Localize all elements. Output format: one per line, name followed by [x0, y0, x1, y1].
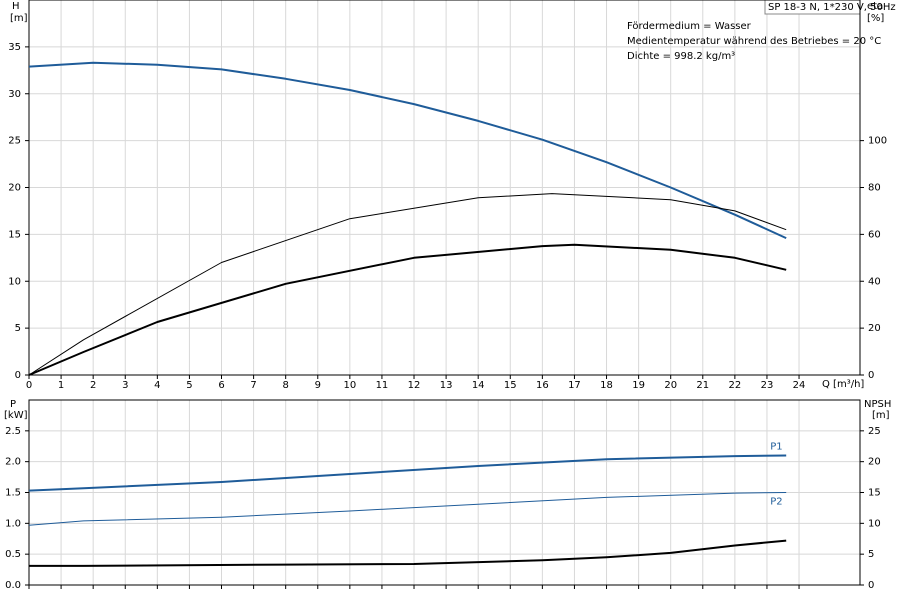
y-tick-label: 0 [15, 370, 21, 381]
y-tick-label: 15 [8, 229, 21, 240]
y2-tick-label: 15 [868, 488, 881, 499]
y-axis-label: H [12, 1, 20, 12]
x-tick-label: 20 [664, 380, 677, 391]
y-tick-label: 5 [15, 323, 21, 334]
x-tick-label: 16 [536, 380, 549, 391]
x-tick-label: 1 [58, 380, 64, 391]
y2-tick-label: 10 [868, 518, 881, 529]
x-tick-label: 11 [376, 380, 389, 391]
y2-tick-label: 60 [868, 229, 881, 240]
x-tick-label: 19 [632, 380, 645, 391]
x-tick-label: 23 [761, 380, 774, 391]
series-line [28, 193, 787, 376]
x-tick-label: 8 [282, 380, 288, 391]
y2-tick-label: 25 [868, 426, 881, 437]
y2-tick-label: 80 [868, 183, 881, 194]
y-tick-label: 2.0 [5, 457, 21, 468]
series-line [28, 492, 787, 526]
y-tick-label: 25 [8, 136, 21, 147]
series-line [28, 61, 787, 240]
info-line: Medientemperatur während des Betriebes =… [627, 36, 881, 47]
y2-axis-unit: [%] [867, 13, 884, 24]
x-tick-label: 12 [408, 380, 421, 391]
y-tick-label: 20 [8, 183, 21, 194]
x-tick-label: 13 [440, 380, 453, 391]
y2-tick-label: 100 [868, 136, 887, 147]
y-tick-label: 1.5 [5, 488, 21, 499]
y2-tick-label: 0 [868, 580, 874, 591]
series-line [28, 454, 787, 492]
x-tick-label: 18 [600, 380, 613, 391]
y-axis-unit: [kW] [4, 410, 28, 421]
x-tick-label: 22 [729, 380, 742, 391]
y2-tick-label: 40 [868, 276, 881, 287]
y-axis-label: P [10, 399, 16, 410]
series-line [29, 539, 787, 567]
x-tick-label: 4 [154, 380, 160, 391]
x-axis-label: Q [m³/h] [822, 379, 864, 390]
info-line: Fördermedium = Wasser [627, 21, 752, 32]
y2-tick-label: 20 [868, 323, 881, 334]
plot-frame [28, 399, 861, 586]
series-label: P2 [770, 497, 782, 508]
series-label: P1 [770, 442, 782, 453]
series-line [28, 243, 787, 376]
x-tick-label: 7 [250, 380, 256, 391]
y2-axis-label: NPSH [864, 399, 891, 410]
x-tick-label: 0 [26, 380, 32, 391]
y2-tick-label: 5 [868, 549, 874, 560]
x-tick-label: 2 [90, 380, 96, 391]
x-tick-label: 6 [218, 380, 224, 391]
x-tick-label: 21 [696, 380, 709, 391]
y-tick-label: 10 [8, 276, 21, 287]
y-tick-label: 1.0 [5, 518, 21, 529]
x-tick-label: 15 [504, 380, 517, 391]
y2-axis-unit: [m] [872, 410, 890, 421]
y2-tick-label: 0 [868, 370, 874, 381]
x-tick-label: 24 [793, 380, 806, 391]
x-tick-label: 3 [122, 380, 128, 391]
y-tick-label: 35 [8, 42, 21, 53]
x-tick-label: 17 [568, 380, 581, 391]
y-tick-label: 30 [8, 89, 21, 100]
info-line: Dichte = 998.2 kg/m³ [627, 51, 735, 62]
y2-axis-label: eta [867, 1, 883, 12]
x-tick-label: 14 [472, 380, 485, 391]
y2-tick-label: 20 [868, 457, 881, 468]
x-tick-label: 10 [343, 380, 356, 391]
x-tick-label: 5 [186, 380, 192, 391]
y-tick-label: 2.5 [5, 426, 21, 437]
model-label: SP 18-3 N, 1*230 V, 50Hz [768, 2, 896, 13]
plot-frame [28, 0, 861, 376]
y-axis-unit: [m] [10, 13, 28, 24]
y-tick-label: 0.0 [5, 580, 21, 591]
y-tick-label: 0.5 [5, 549, 21, 560]
x-tick-label: 9 [315, 380, 321, 391]
